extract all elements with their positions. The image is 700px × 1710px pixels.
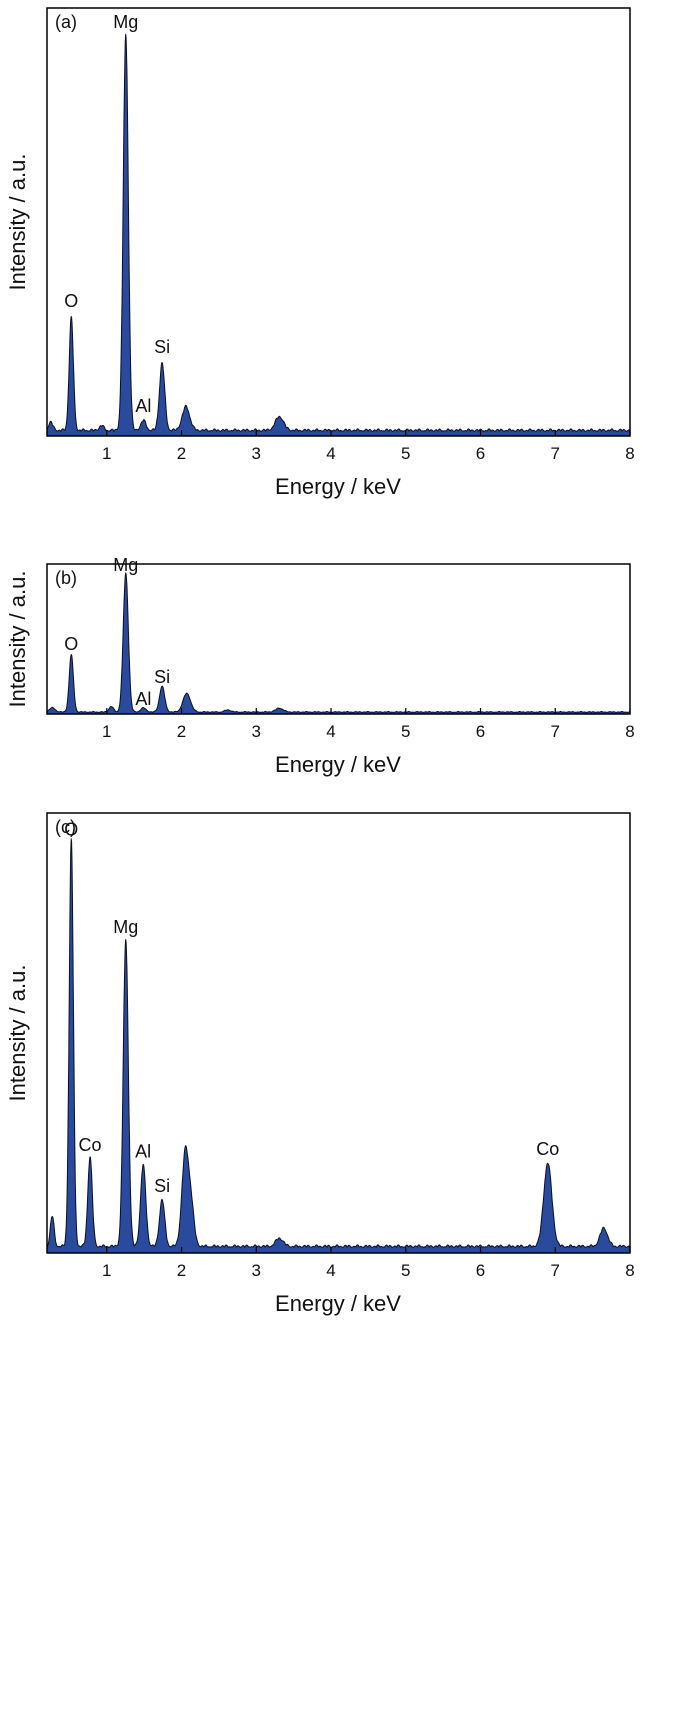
x-axis-label: Energy / keV (275, 752, 401, 777)
x-tick-label: 3 (252, 722, 261, 741)
x-tick-label: 6 (476, 722, 485, 741)
x-ticks: 1 2 3 4 5 6 7 8 (102, 430, 635, 463)
x-tick-label: 8 (625, 444, 634, 463)
peak-label: Mg (113, 555, 138, 575)
x-tick-label: 3 (252, 1261, 261, 1280)
peak-label: Al (135, 396, 151, 416)
x-tick-label: 4 (326, 1261, 335, 1280)
peak-label: Co (79, 1135, 102, 1155)
x-axis-label: Energy / keV (275, 474, 401, 499)
x-tick-label: 5 (401, 444, 410, 463)
panel-label: (a) (55, 12, 77, 32)
x-tick-label: 1 (102, 1261, 111, 1280)
spectrum-area (46, 572, 631, 715)
x-tick-label: 5 (401, 722, 410, 741)
x-tick-label: 2 (177, 722, 186, 741)
spectrum-area (46, 838, 631, 1254)
y-axis-label: Intensity / a.u. (5, 154, 30, 291)
x-ticks: 1 2 3 4 5 6 7 8 (102, 708, 635, 741)
plot-frame (46, 812, 631, 1254)
plot-frame (46, 7, 631, 437)
peak-label: O (64, 819, 78, 839)
x-axis-label: Energy / keV (275, 1291, 401, 1316)
peak-label: Mg (113, 917, 138, 937)
x-tick-label: 2 (177, 444, 186, 463)
x-tick-label: 7 (551, 1261, 560, 1280)
x-tick-label: 1 (102, 722, 111, 741)
peak-label: Si (154, 1176, 170, 1196)
peak-label: Si (154, 667, 170, 687)
x-tick-label: 6 (476, 1261, 485, 1280)
peak-label: O (64, 291, 78, 311)
peak-label: O (64, 634, 78, 654)
x-tick-label: 5 (401, 1261, 410, 1280)
panel-label: (b) (55, 568, 77, 588)
panel-label: (c) (55, 817, 76, 837)
x-tick-label: 4 (326, 444, 335, 463)
peak-label: Si (154, 337, 170, 357)
spectrum-area (46, 33, 631, 437)
peak-annotations: O Mg Al Si (64, 12, 170, 416)
plot-frame (46, 563, 631, 715)
x-tick-label: 8 (625, 722, 634, 741)
x-tick-label: 7 (551, 722, 560, 741)
x-tick-label: 6 (476, 444, 485, 463)
peak-label: Al (135, 689, 151, 709)
peak-label: Mg (113, 12, 138, 32)
x-tick-label: 7 (551, 444, 560, 463)
peak-label: Al (135, 1141, 151, 1161)
x-tick-label: 4 (326, 722, 335, 741)
y-axis-label: Intensity / a.u. (5, 965, 30, 1102)
x-tick-label: 1 (102, 444, 111, 463)
x-tick-label: 3 (252, 444, 261, 463)
x-tick-label: 2 (177, 1261, 186, 1280)
x-tick-label: 8 (625, 1261, 634, 1280)
x-ticks: 1 2 3 4 5 6 7 8 (102, 1247, 635, 1280)
peak-label: Co (536, 1139, 559, 1159)
y-axis-label: Intensity / a.u. (5, 571, 30, 708)
panel-a: 1 2 3 4 5 6 7 8 (a) O Mg Al Si Energy / keV Intens… (5, 7, 635, 499)
